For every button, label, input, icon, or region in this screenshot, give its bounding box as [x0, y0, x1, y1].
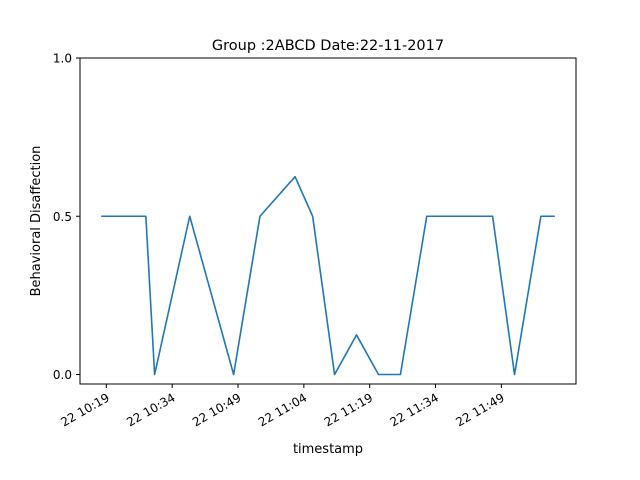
- plot-frame: [79, 57, 577, 385]
- series-line-0: [101, 175, 555, 376]
- series-layer: [101, 175, 555, 376]
- chart-title: Group :2ABCD Date:22-11-2017: [212, 38, 444, 54]
- y-tick-label: 1.0: [53, 52, 72, 66]
- y-tick-label: 0.0: [53, 368, 72, 382]
- y-tick-label: 0.5: [53, 210, 72, 224]
- y-axis: 0.0 0.5 1.0: [53, 52, 80, 382]
- y-axis-label: Behavioral Disaffection: [29, 146, 44, 297]
- x-axis-label: timestamp: [293, 442, 363, 457]
- plot-area: [80, 58, 576, 384]
